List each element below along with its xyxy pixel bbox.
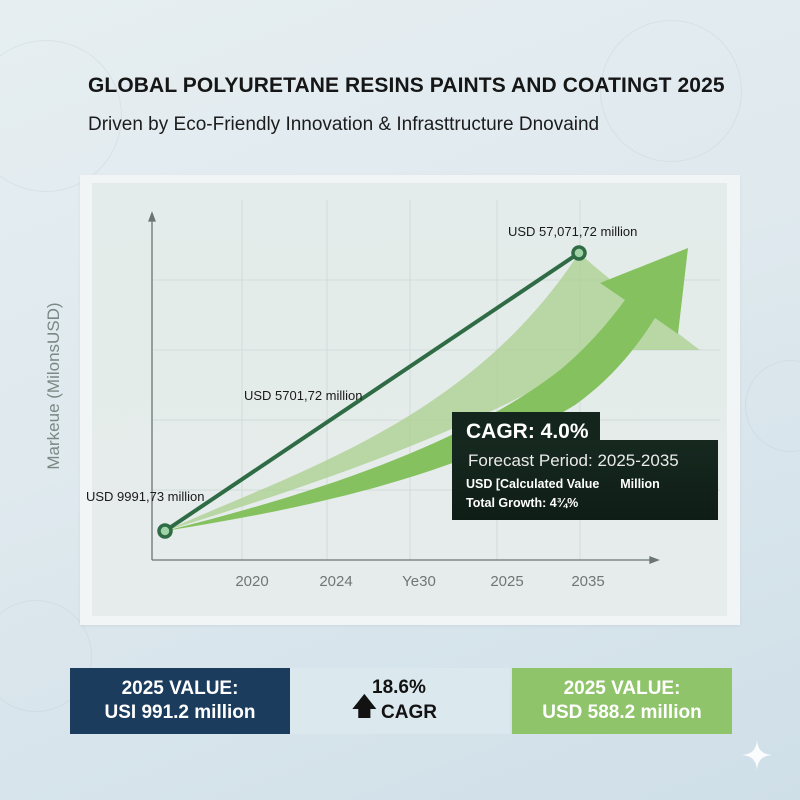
cagr-box [452, 440, 718, 520]
arrow-up-icon: 🡅 [351, 691, 378, 721]
y-axis-label: Markeue (MilonsUSD) [44, 302, 63, 470]
cagr-percent: 18.6% [372, 677, 426, 698]
axes [148, 211, 660, 564]
x-tick-label: 2024 [319, 573, 353, 590]
total-growth: Total Growth: 4¾% [466, 496, 579, 510]
page-subtitle: Driven by Eco-Friendly Innovation & Infr… [88, 114, 600, 135]
point-label-mid: USD 5701,72 million [244, 388, 363, 403]
background-decoration [600, 20, 742, 162]
point-label-end: USD 57,071,72 million [508, 224, 638, 239]
x-tick-label: 2020 [235, 573, 269, 590]
point-label-start: USD 9991,73 million [86, 489, 205, 504]
growth-wedge [165, 253, 700, 531]
summary-card-cagr [290, 668, 510, 734]
sparkle-icon [742, 740, 772, 770]
calculated-value: USD [Calculated Value Million [466, 477, 660, 491]
forecast-period: Forecast Period: 2025-2035 [468, 451, 679, 470]
card-heading: 2025 VALUE: [121, 678, 239, 699]
market-value-line [163, 251, 581, 533]
card-heading: 2025 VALUE: [563, 678, 681, 699]
data-point-end [571, 245, 587, 261]
data-point-start [157, 523, 173, 539]
card-value: USI 991.2 million [104, 702, 256, 723]
x-tick-label: 2035 [571, 573, 605, 590]
cagr-title: CAGR: 4.0% [466, 420, 589, 443]
page-title: GLOBAL POLYURETANE RESINS PAINTS AND COA… [88, 74, 725, 97]
card-value: USD 588.2 million [542, 702, 702, 723]
x-tick-label: Ye30 [402, 573, 436, 590]
cagr-label: CAGR [381, 702, 437, 723]
summary-card-2025-value-green: 2025 VALUE: USD 588.2 million [512, 668, 732, 734]
summary-card-2025-value: 2025 VALUE: USI 991.2 million [70, 668, 290, 734]
x-tick-label: 2025 [490, 573, 524, 590]
trend-arrow-icon [165, 248, 688, 531]
